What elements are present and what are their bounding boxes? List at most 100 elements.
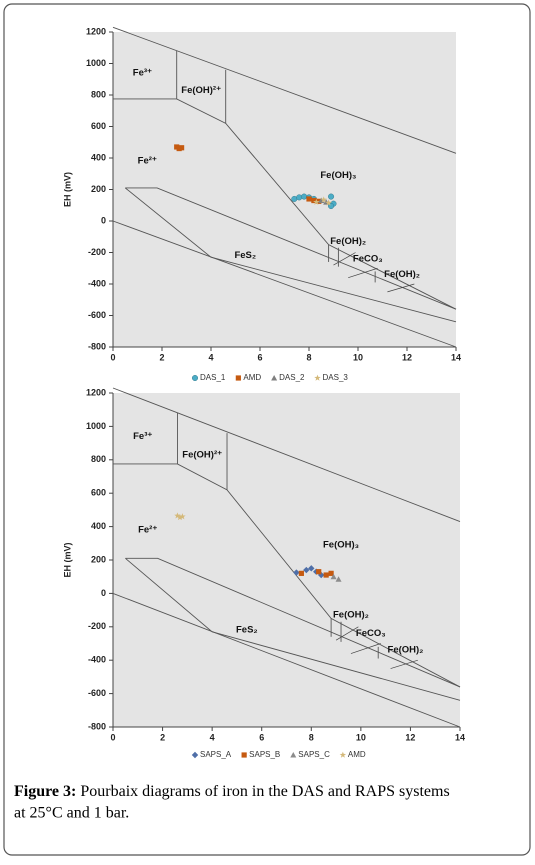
pointer-arrow bbox=[350, 643, 381, 654]
data-point bbox=[298, 570, 304, 576]
data-point bbox=[330, 573, 337, 580]
region-label: FeCO₃ bbox=[356, 628, 386, 639]
y-tick-label: 800 bbox=[91, 89, 106, 99]
y-tick-label: -600 bbox=[88, 688, 106, 698]
data-point bbox=[320, 196, 327, 203]
legend-marker bbox=[271, 375, 278, 381]
data-point bbox=[293, 569, 300, 576]
x-tick-label: 2 bbox=[159, 352, 164, 362]
x-tick-label: 0 bbox=[110, 732, 115, 742]
data-point bbox=[301, 193, 308, 200]
pointer-arrow bbox=[390, 659, 418, 669]
data-point bbox=[335, 576, 342, 582]
caption-text: at 25°C and 1 bar. bbox=[14, 805, 129, 822]
legend-label: SAPS_A bbox=[200, 750, 232, 759]
x-tick-label: 0 bbox=[110, 352, 115, 362]
data-point bbox=[174, 512, 181, 519]
y-tick-label: 1000 bbox=[86, 421, 106, 431]
legend-marker bbox=[241, 752, 247, 758]
legend-marker bbox=[191, 375, 198, 382]
y-tick-label: 0 bbox=[101, 215, 106, 225]
region-label: Fe(OH)²⁺ bbox=[181, 85, 221, 96]
y-tick-label: 0 bbox=[101, 588, 106, 598]
x-tick-label: 10 bbox=[353, 352, 363, 362]
x-tick-label: 6 bbox=[259, 732, 264, 742]
caption-label: Figure 3: bbox=[14, 783, 76, 800]
legend-label: AMD bbox=[243, 373, 261, 382]
boundary-line bbox=[112, 26, 457, 154]
region-label: Fe(OH)₂ bbox=[330, 236, 366, 247]
legend-label: SAPS_C bbox=[298, 750, 330, 759]
y-tick-label: 600 bbox=[91, 121, 106, 131]
data-point bbox=[179, 145, 185, 151]
legend-label: SAPS_B bbox=[249, 750, 280, 759]
boundary-line bbox=[112, 220, 457, 348]
y-tick-label: 400 bbox=[91, 152, 106, 162]
legend-label: AMD bbox=[348, 750, 366, 759]
x-tick-label: 12 bbox=[402, 352, 412, 362]
region-label: Fe(OH)₃ bbox=[320, 170, 356, 181]
y-tick-label: 1200 bbox=[86, 387, 106, 397]
region-label: Fe(OH)₃ bbox=[323, 539, 359, 550]
y-tick-label: 200 bbox=[91, 554, 106, 564]
region-label: Fe(OH)²⁺ bbox=[182, 449, 222, 460]
data-point bbox=[325, 199, 332, 206]
x-tick-label: 8 bbox=[306, 352, 311, 362]
legend-label: DAS_3 bbox=[323, 373, 349, 382]
data-point bbox=[318, 571, 325, 579]
data-point bbox=[176, 514, 184, 521]
x-tick-label: 8 bbox=[309, 732, 314, 742]
y-tick-label: -600 bbox=[88, 310, 106, 320]
caption: Figure 3: Pourbaix diagrams of iron in t… bbox=[14, 783, 450, 800]
pointer-arrow bbox=[335, 626, 359, 641]
region-label: FeCO₃ bbox=[353, 253, 383, 264]
data-point bbox=[311, 197, 317, 204]
boundary-line bbox=[112, 592, 461, 728]
y-axis-label: EH (mV) bbox=[62, 542, 72, 577]
y-tick-label: -200 bbox=[88, 621, 106, 631]
region-label: Fe²⁺ bbox=[138, 156, 157, 167]
y-tick-label: 800 bbox=[91, 454, 106, 464]
y-tick-label: -400 bbox=[88, 655, 106, 665]
data-point bbox=[179, 513, 186, 520]
region-label: Fe(OH)₂ bbox=[333, 610, 369, 621]
boundary-line bbox=[125, 557, 461, 688]
data-point bbox=[303, 566, 310, 574]
x-tick-label: 14 bbox=[451, 352, 461, 362]
data-point bbox=[328, 193, 335, 200]
pointer-arrow bbox=[333, 252, 356, 266]
y-tick-label: 1200 bbox=[86, 26, 106, 36]
data-point bbox=[313, 198, 320, 205]
boundary-line bbox=[112, 387, 461, 523]
data-point bbox=[296, 194, 303, 201]
y-tick-label: -200 bbox=[88, 247, 106, 257]
legend-marker bbox=[191, 751, 199, 759]
x-tick-label: 12 bbox=[405, 732, 415, 742]
y-tick-label: 200 bbox=[91, 184, 106, 194]
pointer-arrow bbox=[348, 267, 378, 279]
legend-label: DAS_2 bbox=[279, 373, 305, 382]
x-tick-label: 4 bbox=[208, 352, 213, 362]
legend-marker bbox=[339, 751, 347, 758]
legend-marker bbox=[235, 375, 241, 381]
data-point bbox=[316, 569, 322, 575]
legend-marker bbox=[290, 752, 297, 758]
legend-marker bbox=[314, 374, 321, 381]
legend-label: DAS_1 bbox=[200, 373, 226, 382]
x-tick-label: 6 bbox=[257, 352, 262, 362]
boundary-line bbox=[125, 187, 457, 310]
caption-text: Pourbaix diagrams of iron in the DAS and… bbox=[76, 783, 449, 800]
y-tick-label: -800 bbox=[88, 721, 106, 731]
x-tick-label: 2 bbox=[160, 732, 165, 742]
x-tick-label: 4 bbox=[210, 732, 215, 742]
region-label: FeS₂ bbox=[234, 250, 256, 261]
plot-area bbox=[113, 32, 456, 347]
data-point bbox=[328, 570, 334, 576]
region-label: FeS₂ bbox=[236, 625, 258, 636]
region-label: Fe²⁺ bbox=[138, 524, 157, 535]
data-point bbox=[306, 196, 312, 202]
y-tick-label: 400 bbox=[91, 521, 106, 531]
y-tick-label: -400 bbox=[88, 278, 106, 288]
y-tick-label: 1000 bbox=[86, 58, 106, 68]
